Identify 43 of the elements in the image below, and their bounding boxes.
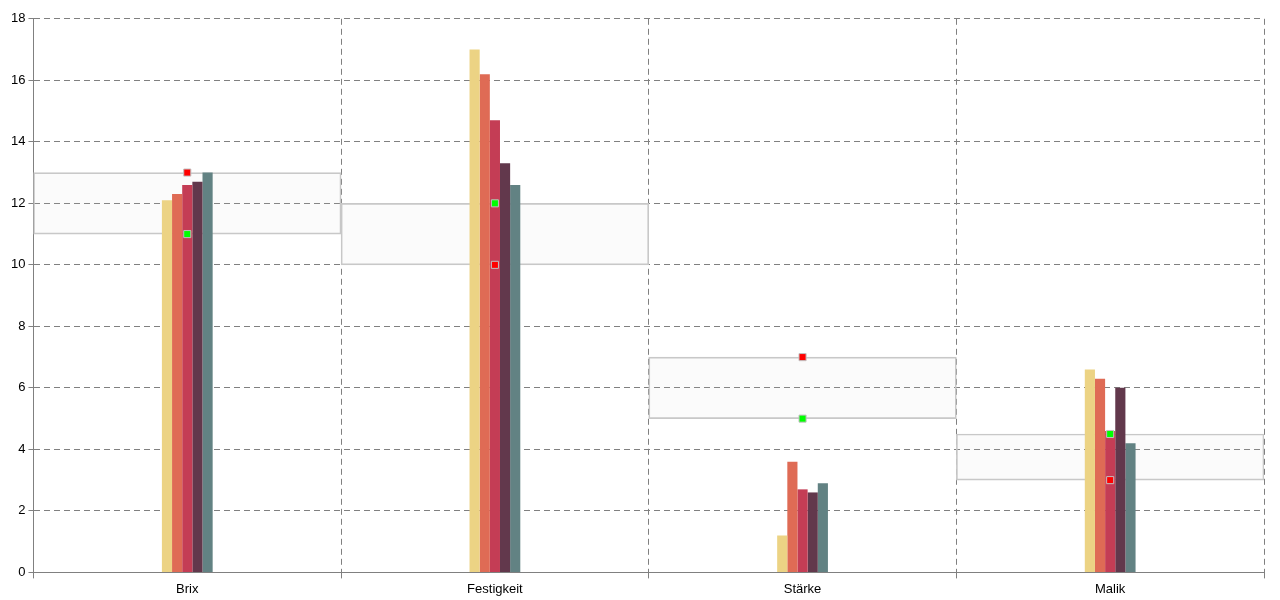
x-tick-label: Stärke [783,580,822,596]
y-tick-label: 8 [18,317,26,333]
y-tick-label: 2 [18,502,26,518]
bar [807,492,818,572]
bar [499,163,511,572]
y-tick-label: 6 [18,379,26,395]
bar [797,489,808,572]
x-tick-label: Malik [1095,580,1126,596]
bar [777,535,788,572]
bar [1094,378,1106,572]
point [1106,429,1115,439]
bar [648,356,957,419]
bar [172,194,183,572]
point [490,199,499,208]
point [183,230,192,239]
bar [182,184,193,572]
point [490,260,499,269]
bar [202,172,213,572]
bar [510,184,521,572]
bar [817,483,828,572]
y-tick-label: 4 [18,440,26,456]
bar [469,49,480,572]
point [1106,476,1115,485]
y-tick-label: 16 [10,71,26,87]
y-tick-label: 0 [18,563,26,579]
x-tick-label: Brix [176,580,199,596]
bar [1125,443,1136,572]
y-tick-label: 18 [10,10,26,26]
point [183,168,192,177]
point [798,414,807,423]
y-tick-label: 12 [10,194,26,210]
bar [1105,430,1116,572]
bar [1084,369,1095,572]
bar [489,120,500,572]
point [798,353,807,362]
bar [192,181,203,572]
bar [161,200,173,572]
bar [479,74,490,572]
y-tick-label: 14 [10,133,26,149]
bar [1115,387,1126,572]
y-tick-label: 10 [10,256,26,272]
x-tick-label: Festigkeit [467,580,524,596]
bar [787,461,798,572]
